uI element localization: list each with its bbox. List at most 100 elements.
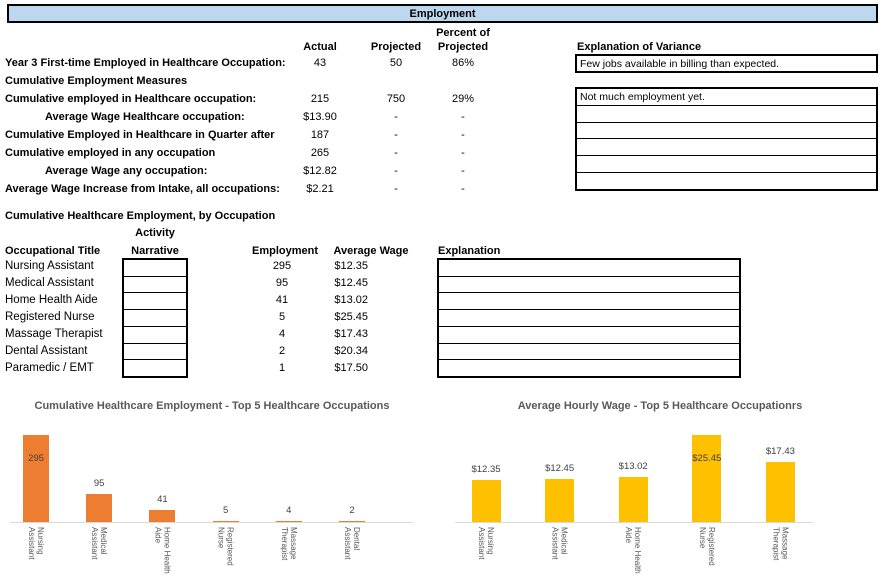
- data-label: $17.43: [765, 446, 795, 458]
- actual-value: 43: [313, 57, 327, 69]
- variance-cell[interactable]: [577, 121, 876, 139]
- wage-value: $25.45: [334, 311, 368, 323]
- measure-row: Year 3 First-time Employed in Healthcare…: [0, 54, 885, 72]
- variance-cell[interactable]: [577, 172, 876, 189]
- measure-row: Cumulative Employed in Healthcare in Qua…: [0, 126, 885, 144]
- explanation-cell[interactable]: [439, 325, 739, 343]
- data-label: $12.45: [545, 463, 575, 475]
- col-header-projected: Projected: [370, 41, 422, 53]
- employment-value: 95: [275, 277, 289, 289]
- occupation-title: Dental Assistant: [5, 345, 88, 357]
- measure-label: Year 3 First-time Employed in Healthcare…: [5, 57, 286, 69]
- explanation-cell[interactable]: [439, 275, 739, 293]
- variance-cell[interactable]: [577, 138, 876, 155]
- explanation-cell[interactable]: [439, 359, 739, 376]
- narrative-cell[interactable]: [124, 342, 186, 360]
- occupation-title: Registered Nurse: [5, 311, 95, 323]
- employment-value: 5: [278, 311, 286, 323]
- percent-value: -: [461, 165, 465, 177]
- actual-value: $12.82: [303, 165, 337, 177]
- projected-value: -: [394, 129, 398, 141]
- explanation-cell[interactable]: [439, 309, 739, 326]
- category-label: Massage Therapist: [279, 527, 298, 561]
- narrative-cell[interactable]: [124, 260, 186, 276]
- projected-value: -: [394, 165, 398, 177]
- category-label: Home Health Aide: [153, 527, 172, 574]
- actual-value: 187: [310, 129, 330, 141]
- narrative-cell[interactable]: [124, 359, 186, 376]
- explanation-cell-group: [437, 258, 741, 378]
- bar: [765, 462, 795, 522]
- percent-value: -: [461, 129, 465, 141]
- employment-value: 4: [278, 328, 286, 340]
- bar: [339, 521, 365, 522]
- wage-value: $17.50: [334, 362, 368, 374]
- projected-value: -: [394, 183, 398, 195]
- measure-row: Average Wage any occupation: $12.82 - -: [0, 162, 885, 180]
- measure-label: Average Wage Healthcare occupation:: [45, 111, 245, 123]
- percent-value: -: [461, 183, 465, 195]
- category-label: Nursing Assistant: [477, 527, 495, 560]
- variance-cell[interactable]: [577, 155, 876, 172]
- occupation-title: Paramedic / EMT: [5, 362, 94, 374]
- measure-label: Cumulative Employed in Healthcare in Qua…: [5, 129, 275, 141]
- data-label: 41: [157, 493, 168, 505]
- measure-label: Average Wage any occupation:: [45, 165, 208, 177]
- occupation-title: Massage Therapist: [5, 328, 103, 340]
- employment-value: 2: [278, 345, 286, 357]
- bar: [275, 520, 302, 522]
- chart-title: Cumulative Healthcare Employment - Top 5…: [34, 400, 390, 412]
- actual-value: 265: [310, 147, 330, 159]
- narrative-cell[interactable]: [124, 292, 186, 309]
- percent-value: 29%: [451, 93, 475, 105]
- data-label: 5: [222, 504, 229, 516]
- projected-value: 750: [386, 93, 406, 105]
- section-title-banner: Employment: [7, 4, 878, 23]
- col-header-occupational-title: Occupational Title: [5, 245, 101, 257]
- bar: [471, 479, 501, 522]
- narrative-cell[interactable]: [124, 309, 186, 326]
- col-header-activity: Activity: [135, 227, 175, 239]
- employment-value: 41: [275, 294, 289, 306]
- bar: [149, 509, 176, 522]
- wage-value: $12.35: [334, 260, 368, 272]
- measure-label: Cumulative employed in Healthcare occupa…: [5, 93, 257, 105]
- actual-value: 215: [310, 93, 330, 105]
- variance-cell-year3[interactable]: Few jobs available in billing than expec…: [575, 54, 878, 73]
- data-label: 2: [349, 505, 355, 517]
- variance-cell-group: Not much employment yet.: [575, 87, 878, 191]
- explanation-cell[interactable]: [439, 342, 739, 360]
- data-label: 4: [286, 504, 292, 516]
- bar: [618, 477, 648, 522]
- measure-row: Average Wage Healthcare occupation: $13.9…: [0, 108, 885, 126]
- col-header-actual: Actual: [303, 41, 337, 53]
- explanation-cell[interactable]: [439, 292, 739, 309]
- variance-cell[interactable]: Not much employment yet.: [580, 90, 705, 103]
- explanation-cell[interactable]: [439, 260, 739, 276]
- narrative-cell-group: [122, 258, 188, 378]
- narrative-cell[interactable]: [124, 325, 186, 343]
- col-header-percent-of-projected: Projected: [437, 41, 489, 53]
- projected-value: 50: [389, 57, 403, 69]
- occupation-title: Nursing Assistant: [5, 260, 94, 272]
- employment-value: 295: [272, 260, 292, 272]
- data-label: 95: [93, 477, 105, 489]
- col-header-employment: Employment: [252, 245, 319, 257]
- bar: [545, 479, 575, 522]
- occupation-title: Medical Assistant: [5, 277, 94, 289]
- actual-value: $13.90: [303, 111, 337, 123]
- category-label: Medical Assistant: [90, 527, 109, 560]
- projected-value: -: [394, 111, 398, 123]
- category-label: Registered Nurse: [216, 527, 235, 566]
- narrative-cell[interactable]: [124, 275, 186, 293]
- data-label: 295: [28, 453, 44, 464]
- category-label: Home Health Aide: [624, 527, 643, 574]
- variance-cell[interactable]: [577, 104, 876, 122]
- col-header-narrative: Narrative: [131, 245, 179, 257]
- bar: [86, 493, 113, 522]
- data-label: $12.35: [471, 463, 501, 475]
- measure-row: Cumulative employed in any occupation 265…: [0, 144, 885, 162]
- bar: [212, 520, 239, 522]
- bar: [692, 435, 722, 522]
